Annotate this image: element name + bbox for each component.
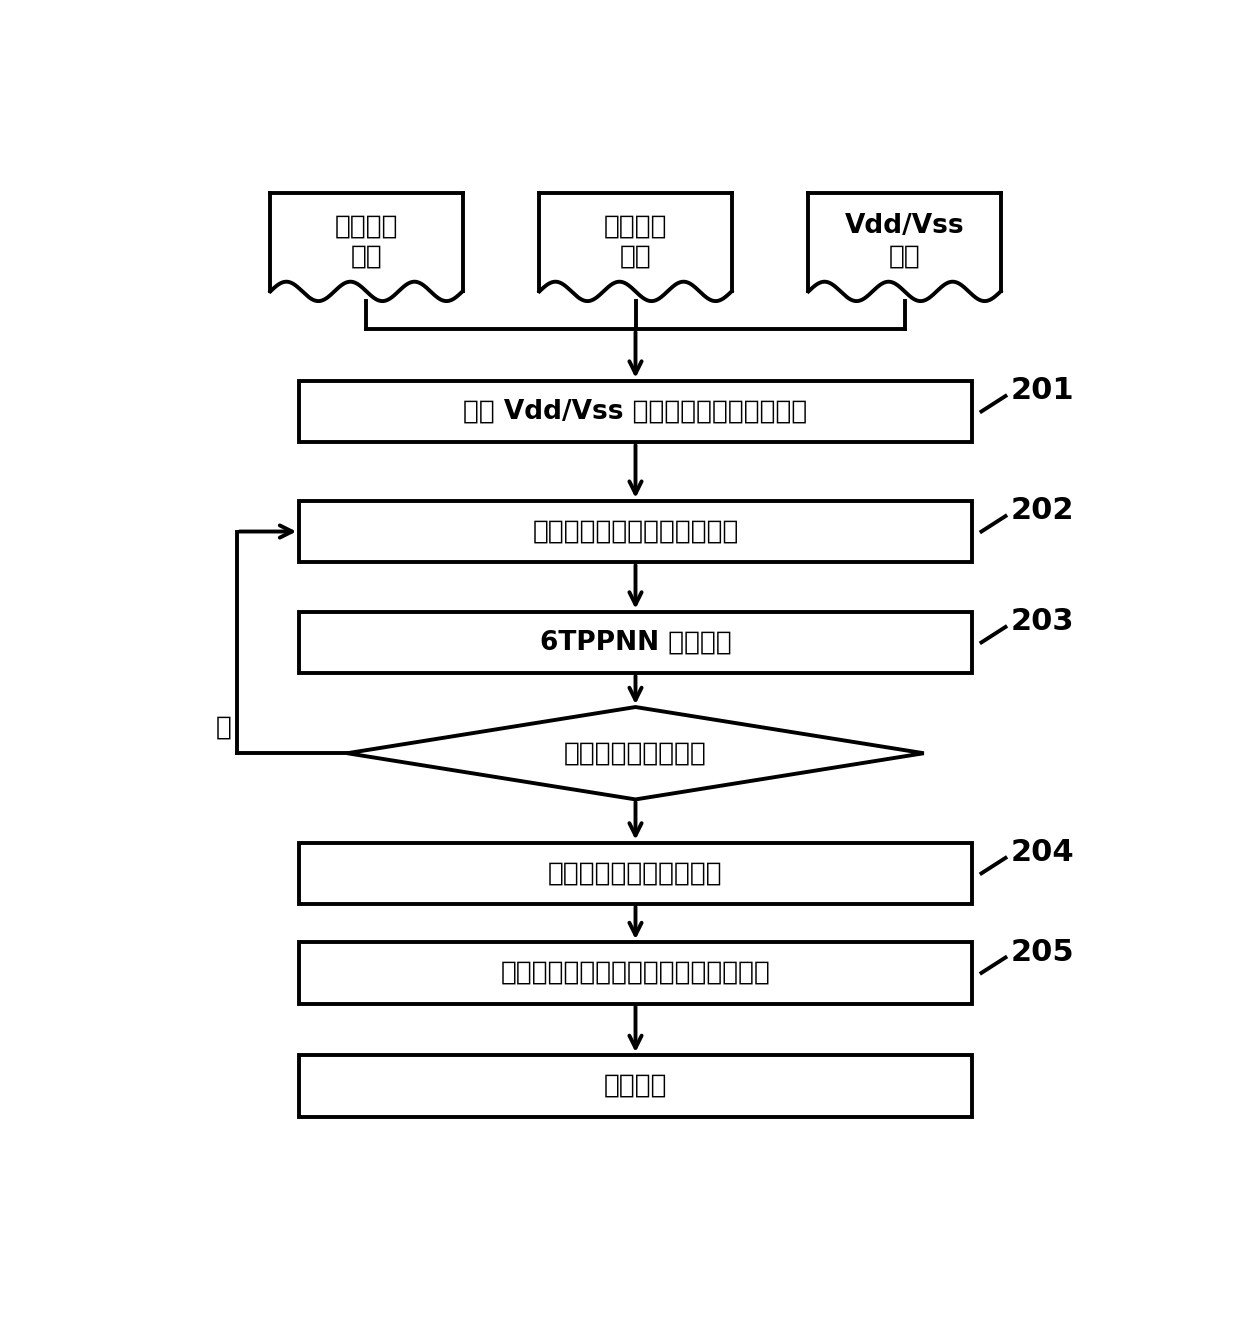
- FancyBboxPatch shape: [299, 381, 972, 443]
- FancyBboxPatch shape: [299, 501, 972, 563]
- Text: 布局结果: 布局结果: [604, 1073, 667, 1098]
- FancyBboxPatch shape: [299, 942, 972, 1004]
- Text: 全局布局
结果: 全局布局 结果: [604, 213, 667, 269]
- Polygon shape: [270, 193, 463, 301]
- Polygon shape: [808, 193, 1001, 301]
- Text: Vdd/Vss
约束: Vdd/Vss 约束: [844, 213, 965, 269]
- Text: 203: 203: [1011, 608, 1074, 636]
- Text: 最小宽度
约束: 最小宽度 约束: [335, 213, 398, 269]
- Text: 204: 204: [1011, 838, 1074, 868]
- Text: 考虑 Vdd/Vss 轨道对齐约束的单元对齐: 考虑 Vdd/Vss 轨道对齐约束的单元对齐: [464, 399, 807, 424]
- Polygon shape: [347, 706, 924, 800]
- FancyBboxPatch shape: [299, 612, 972, 673]
- FancyBboxPatch shape: [299, 1054, 972, 1117]
- Text: 满足最小宽度约束？: 满足最小宽度约束？: [564, 740, 707, 766]
- Text: 201: 201: [1011, 376, 1074, 405]
- Text: 205: 205: [1011, 938, 1074, 966]
- Text: 基于片段效应的单元移动: 基于片段效应的单元移动: [548, 860, 723, 886]
- Polygon shape: [539, 193, 732, 301]
- Text: 6TPPNN 单元转化: 6TPPNN 单元转化: [539, 629, 732, 656]
- Text: 二次规划问题模型及基于模迭代法求解: 二次规划问题模型及基于模迭代法求解: [501, 960, 770, 986]
- Text: 202: 202: [1011, 496, 1074, 525]
- FancyBboxPatch shape: [299, 842, 972, 904]
- Text: 基于最小宽度约束的单元聚类: 基于最小宽度约束的单元聚类: [532, 519, 739, 544]
- Text: 是: 是: [216, 714, 232, 741]
